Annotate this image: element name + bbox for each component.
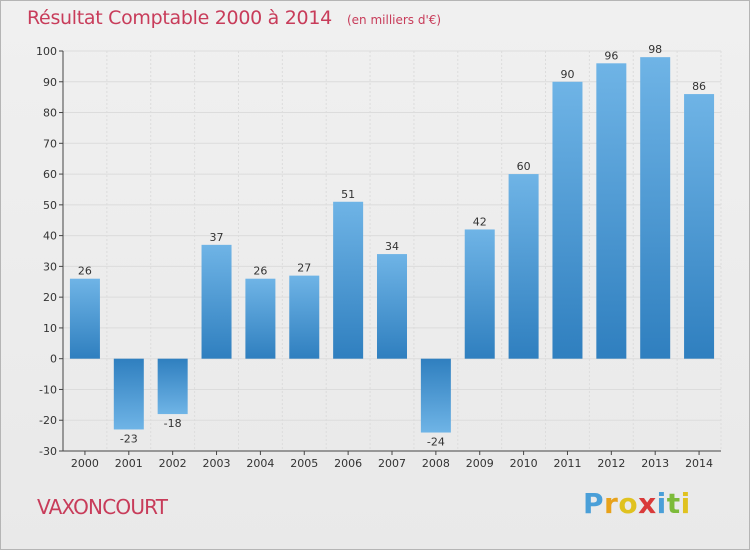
logo-letter: i bbox=[680, 487, 691, 520]
bar-2012 bbox=[596, 63, 627, 359]
bar-2001 bbox=[113, 358, 144, 430]
axes bbox=[59, 50, 721, 455]
bar-2000 bbox=[69, 278, 100, 359]
proxiti-logo[interactable]: Proxiti bbox=[583, 487, 691, 520]
data-label-2011: 90 bbox=[560, 68, 574, 81]
logo-letter: t bbox=[666, 487, 681, 520]
data-label-2003: 37 bbox=[210, 231, 224, 244]
y-tick-label: -10 bbox=[39, 383, 57, 396]
x-tick-label: 2012 bbox=[597, 457, 625, 470]
logo-letter: P bbox=[583, 487, 605, 520]
x-tick-label: 2014 bbox=[685, 457, 713, 470]
bar-2003 bbox=[201, 244, 232, 359]
x-tick-label: 2005 bbox=[290, 457, 318, 470]
data-label-2004: 26 bbox=[253, 265, 267, 278]
y-tick-label: 100 bbox=[36, 45, 57, 58]
title-line: Résultat Comptable 2000 à 2014 (en milli… bbox=[27, 7, 441, 29]
logo-letter: r bbox=[604, 487, 619, 520]
logo-letter: x bbox=[638, 487, 657, 520]
data-label-2010: 60 bbox=[517, 160, 531, 173]
data-label-2008: -24 bbox=[427, 436, 445, 449]
y-tick-label: 40 bbox=[43, 230, 57, 243]
chart-subtitle: (en milliers d'€) bbox=[346, 13, 442, 27]
bar-2010 bbox=[508, 174, 539, 359]
y-tick-label: 20 bbox=[43, 291, 57, 304]
x-tick-label: 2004 bbox=[246, 457, 274, 470]
y-tick-label: 0 bbox=[50, 353, 57, 366]
data-label-2002: -18 bbox=[164, 417, 182, 430]
town-name: VAXONCOURT bbox=[37, 495, 168, 519]
data-label-2005: 27 bbox=[297, 262, 311, 275]
bar-2014 bbox=[684, 94, 715, 359]
bar-2013 bbox=[640, 57, 671, 359]
x-tick-label: 2003 bbox=[203, 457, 231, 470]
x-tick-label: 2000 bbox=[71, 457, 99, 470]
y-tick-label: 80 bbox=[43, 107, 57, 120]
labels: -30 -20 -10 0 10 20 30 40 50 60 70 80 90 100 26 2000 -23… bbox=[36, 43, 713, 470]
y-tick-label: 90 bbox=[43, 76, 57, 89]
x-tick-label: 2008 bbox=[422, 457, 450, 470]
logo-letter: i bbox=[656, 487, 667, 520]
bar-2009 bbox=[464, 229, 495, 359]
y-tick-label: 70 bbox=[43, 137, 57, 150]
x-tick-label: 2001 bbox=[115, 457, 143, 470]
bar-2005 bbox=[289, 275, 320, 359]
x-tick-label: 2002 bbox=[159, 457, 187, 470]
bar-2007 bbox=[377, 254, 407, 359]
bar-2008 bbox=[420, 358, 451, 433]
data-label-2013: 98 bbox=[648, 43, 662, 56]
y-tick-label: -20 bbox=[39, 414, 57, 427]
y-tick-label: -30 bbox=[39, 445, 57, 458]
data-label-2001: -23 bbox=[120, 432, 138, 445]
bars bbox=[69, 57, 715, 433]
data-label-2012: 96 bbox=[604, 49, 618, 62]
data-label-2006: 51 bbox=[341, 188, 355, 201]
bar-2006 bbox=[333, 201, 364, 359]
bar-2004 bbox=[245, 278, 276, 359]
data-label-2000: 26 bbox=[78, 265, 92, 278]
bar-2011 bbox=[552, 81, 583, 359]
x-tick-label: 2010 bbox=[510, 457, 538, 470]
x-tick-label: 2009 bbox=[466, 457, 494, 470]
y-tick-label: 30 bbox=[43, 260, 57, 273]
y-tick-label: 60 bbox=[43, 168, 57, 181]
x-tick-label: 2007 bbox=[378, 457, 406, 470]
data-label-2009: 42 bbox=[473, 215, 487, 228]
x-tick-label: 2013 bbox=[641, 457, 669, 470]
data-label-2007: 34 bbox=[385, 240, 399, 253]
bar-2002 bbox=[157, 358, 188, 415]
x-tick-label: 2006 bbox=[334, 457, 362, 470]
data-label-2014: 86 bbox=[692, 80, 706, 93]
logo-letter: o bbox=[618, 487, 639, 520]
x-tick-label: 2011 bbox=[553, 457, 581, 470]
y-tick-label: 50 bbox=[43, 199, 57, 212]
y-tick-label: 10 bbox=[43, 322, 57, 335]
chart-title: Résultat Comptable 2000 à 2014 bbox=[27, 7, 332, 29]
